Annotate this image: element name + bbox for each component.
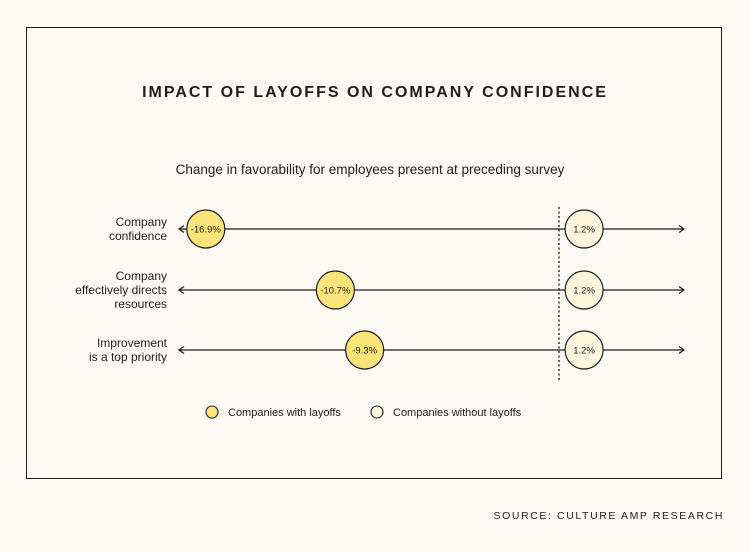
data-label: 1.2% <box>573 225 595 236</box>
dot-without-layoffs <box>564 270 604 310</box>
chart-subtitle: Change in favorability for employees pre… <box>175 162 565 177</box>
dot-without-layoffs <box>564 330 604 370</box>
category-label: Company <box>116 269 167 283</box>
chart-title: IMPACT OF LAYOFFS ON COMPANY CONFIDENCE <box>142 84 608 101</box>
category-label: effectively directs <box>75 283 167 297</box>
arrow-left-icon <box>177 346 185 354</box>
data-label: -16.9% <box>191 225 222 236</box>
source-note: SOURCE: CULTURE AMP RESEARCH <box>493 510 724 522</box>
arrow-right-icon <box>678 346 686 354</box>
dot-with-layoffs <box>345 330 385 370</box>
category-label: confidence <box>109 229 167 243</box>
chart-frame <box>26 27 722 479</box>
legend-label: Companies without layoffs <box>393 407 522 419</box>
arrow-right-icon <box>678 225 686 233</box>
dot-with-layoffs <box>186 209 226 249</box>
arrow-left-icon <box>177 225 185 233</box>
dot-with-layoffs <box>315 270 355 310</box>
legend-swatch <box>370 405 384 419</box>
category-label: Improvement <box>97 336 168 350</box>
category-label: resources <box>114 297 167 311</box>
data-label: -10.7% <box>320 286 351 297</box>
category-label: Company <box>116 215 167 229</box>
arrow-left-icon <box>177 286 185 294</box>
data-label: -9.3% <box>352 346 377 357</box>
data-label: 1.2% <box>573 286 595 297</box>
dot-without-layoffs <box>564 209 604 249</box>
legend-label: Companies with layoffs <box>228 407 341 419</box>
arrow-right-icon <box>678 286 686 294</box>
category-label: is a top priority <box>89 350 167 364</box>
data-label: 1.2% <box>573 346 595 357</box>
legend-swatch <box>205 405 219 419</box>
